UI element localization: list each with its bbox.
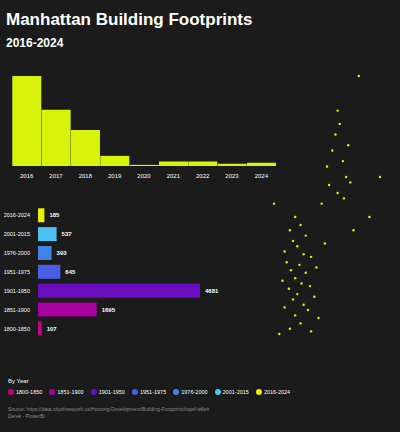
html-text:2016-2024: 2016-2024 bbox=[263, 389, 291, 395]
svg-text:2021: 2021 bbox=[167, 173, 181, 179]
svg-text:2023: 2023 bbox=[225, 173, 239, 179]
html-text:1800-1850: 1800-1850 bbox=[16, 389, 43, 395]
svg-text:2019: 2019 bbox=[108, 173, 122, 179]
svg-text:2020: 2020 bbox=[137, 173, 151, 179]
html-text:By Year: By Year bbox=[8, 378, 29, 384]
svg-text:1951-1975: 1951-1975 bbox=[8, 269, 30, 275]
html-text:1976-2000: 1976-2000 bbox=[181, 389, 208, 395]
html-text:1901-1950: 1901-1950 bbox=[98, 389, 125, 395]
svg-text:1800-1850: 1800-1850 bbox=[8, 326, 30, 332]
svg-text:1851-1900: 1851-1900 bbox=[8, 307, 30, 313]
html-text:Source: https://data.cityofnew: Source: https://data.cityofnewyork.us/Ho… bbox=[8, 406, 210, 412]
svg-text:2018: 2018 bbox=[79, 173, 93, 179]
svg-text:1695: 1695 bbox=[102, 307, 116, 313]
svg-text:537: 537 bbox=[62, 231, 73, 237]
html-text:1851-1900: 1851-1900 bbox=[57, 389, 84, 395]
svg-text:185: 185 bbox=[49, 212, 60, 218]
svg-text:1976-2000: 1976-2000 bbox=[8, 250, 30, 256]
svg-text:2017: 2017 bbox=[49, 173, 63, 179]
svg-text:2024: 2024 bbox=[255, 173, 269, 179]
svg-text:2022: 2022 bbox=[196, 173, 210, 179]
svg-text:393: 393 bbox=[57, 250, 68, 256]
svg-text:4681: 4681 bbox=[205, 288, 219, 294]
svg-text:107: 107 bbox=[47, 326, 58, 332]
html-text:2001-2015: 2001-2015 bbox=[222, 389, 249, 395]
html-text:Manhattan Building Footprints: Manhattan Building Footprints bbox=[6, 10, 253, 29]
html-text:2016-2024: 2016-2024 bbox=[6, 36, 64, 50]
svg-text:2001-2015: 2001-2015 bbox=[8, 231, 30, 237]
svg-text:1901-1950: 1901-1950 bbox=[8, 288, 30, 294]
svg-text:2016-2024: 2016-2024 bbox=[8, 212, 30, 218]
svg-text:645: 645 bbox=[65, 269, 76, 275]
html-text:1951-1975: 1951-1975 bbox=[139, 389, 167, 395]
html-text:Derek - PowerBI: Derek - PowerBI bbox=[8, 413, 45, 419]
svg-text:2016: 2016 bbox=[20, 173, 34, 179]
